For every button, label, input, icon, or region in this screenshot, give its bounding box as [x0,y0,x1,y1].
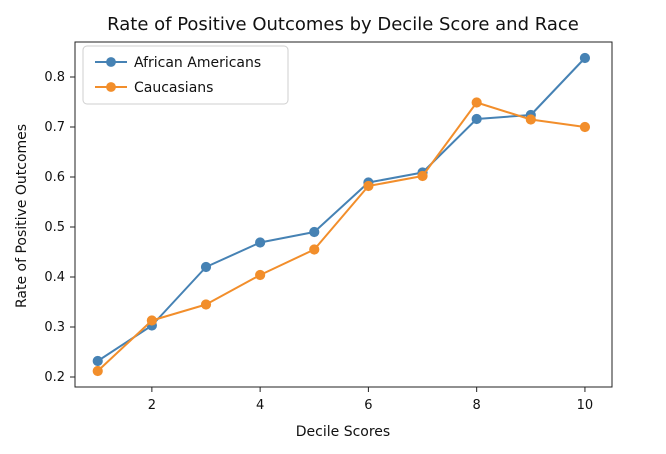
y-tick-label: 0.2 [44,370,65,385]
african-americans-point [471,113,482,125]
african-americans-point [309,226,320,238]
african-americans-legend-marker [106,57,116,67]
african-americans-point [92,355,103,367]
y-tick-label: 0.5 [44,220,65,235]
caucasians-legend-label: Caucasians [134,80,213,96]
caucasians-legend-marker [106,82,116,92]
caucasians-point [525,114,536,125]
y-tick-label: 0.4 [44,270,65,285]
x-tick-label: 4 [256,398,264,413]
caucasians-point [363,180,374,192]
caucasians-point [255,269,266,281]
y-tick-label: 0.7 [44,120,65,135]
african-americans-point [579,52,591,64]
x-tick-label: 6 [364,398,372,413]
african-americans-legend-label: African Americans [134,55,261,71]
caucasians-point [309,244,320,255]
caucasians-line [96,101,586,372]
y-tick-label: 0.6 [44,170,65,185]
x-axis-label: Decile Scores [296,424,390,440]
caucasians-point [92,365,103,377]
chart-title: Rate of Positive Outcomes by Decile Scor… [107,14,579,35]
african-americans-line [96,57,586,362]
caucasians-point [200,299,212,310]
african-americans-point [255,237,266,248]
caucasians-point [146,315,157,326]
plot-layer: 2 4 6 8 10 0.2 0.3 0.4 0.5 0.6 0.7 0.8 African Ameri… [44,41,613,413]
caucasians-point [471,97,482,108]
caucasians-point [417,170,428,182]
legend-box [82,45,289,105]
y-tick-label: 0.8 [44,70,65,85]
x-tick-label: 8 [473,398,481,413]
x-tick-label: 2 [148,398,156,413]
african-americans-point [200,261,212,273]
y-tick-label: 0.3 [44,320,65,335]
x-tick-label: 10 [577,398,594,413]
caucasians-point [579,121,591,133]
y-axis-label: Rate of Positive Outcomes [14,124,30,308]
